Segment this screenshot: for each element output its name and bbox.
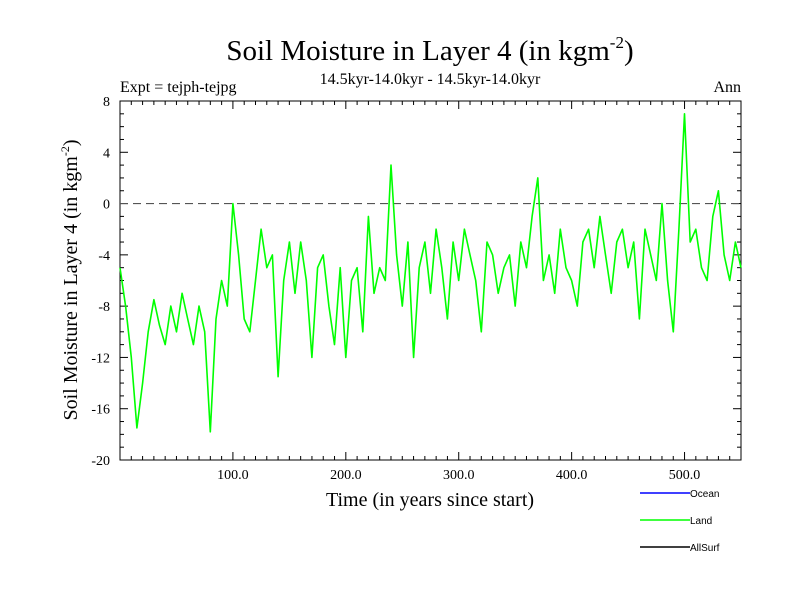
x-tick-label: 300.0: [443, 468, 475, 483]
x-tick-label: 200.0: [330, 468, 362, 483]
chart-title: Soil Moisture in Layer 4 (in kgm-2): [226, 33, 633, 67]
plot-frame: [119, 100, 742, 461]
y-tick-label: -16: [91, 403, 110, 418]
y-axis-label: Soil Moisture in Layer 4 (in kgm-2): [58, 139, 82, 420]
y-tick-label: -4: [98, 249, 110, 264]
x-axis-label: Time (in years since start): [326, 489, 534, 511]
chart-title-superscript: -2: [610, 33, 624, 52]
x-tick-label: 500.0: [669, 468, 701, 483]
series-group: [119, 113, 742, 433]
y-tick-label: 0: [103, 198, 110, 213]
series-line-land: [119, 113, 742, 433]
x-tick-label: 100.0: [217, 468, 249, 483]
y-tick-label: 8: [103, 95, 110, 110]
y-axis-ticks: 8 4 0 -4 -8 -12 -16 -20: [91, 95, 741, 469]
y-tick-label: 4: [103, 146, 110, 161]
legend-label-allsurf: AllSurf: [690, 543, 720, 554]
x-tick-label: 400.0: [556, 468, 588, 483]
y-tick-label: -12: [91, 351, 110, 366]
y-axis-label-superscript: -2: [58, 146, 72, 156]
y-tick-label: -8: [98, 300, 110, 315]
x-axis-ticks: 100.0 200.0 300.0 400.0 500.0: [130, 101, 731, 483]
experiment-label: Expt = tejph-tejpg: [120, 79, 237, 96]
legend-label-land: Land: [690, 516, 712, 527]
legend: Ocean Land AllSurf: [640, 489, 720, 554]
y-tick-label: -20: [91, 454, 110, 469]
legend-label-ocean: Ocean: [690, 489, 719, 500]
season-label: Ann: [713, 79, 741, 96]
period-label: 14.5kyr-14.0kyr - 14.5kyr-14.0kyr: [320, 71, 541, 88]
